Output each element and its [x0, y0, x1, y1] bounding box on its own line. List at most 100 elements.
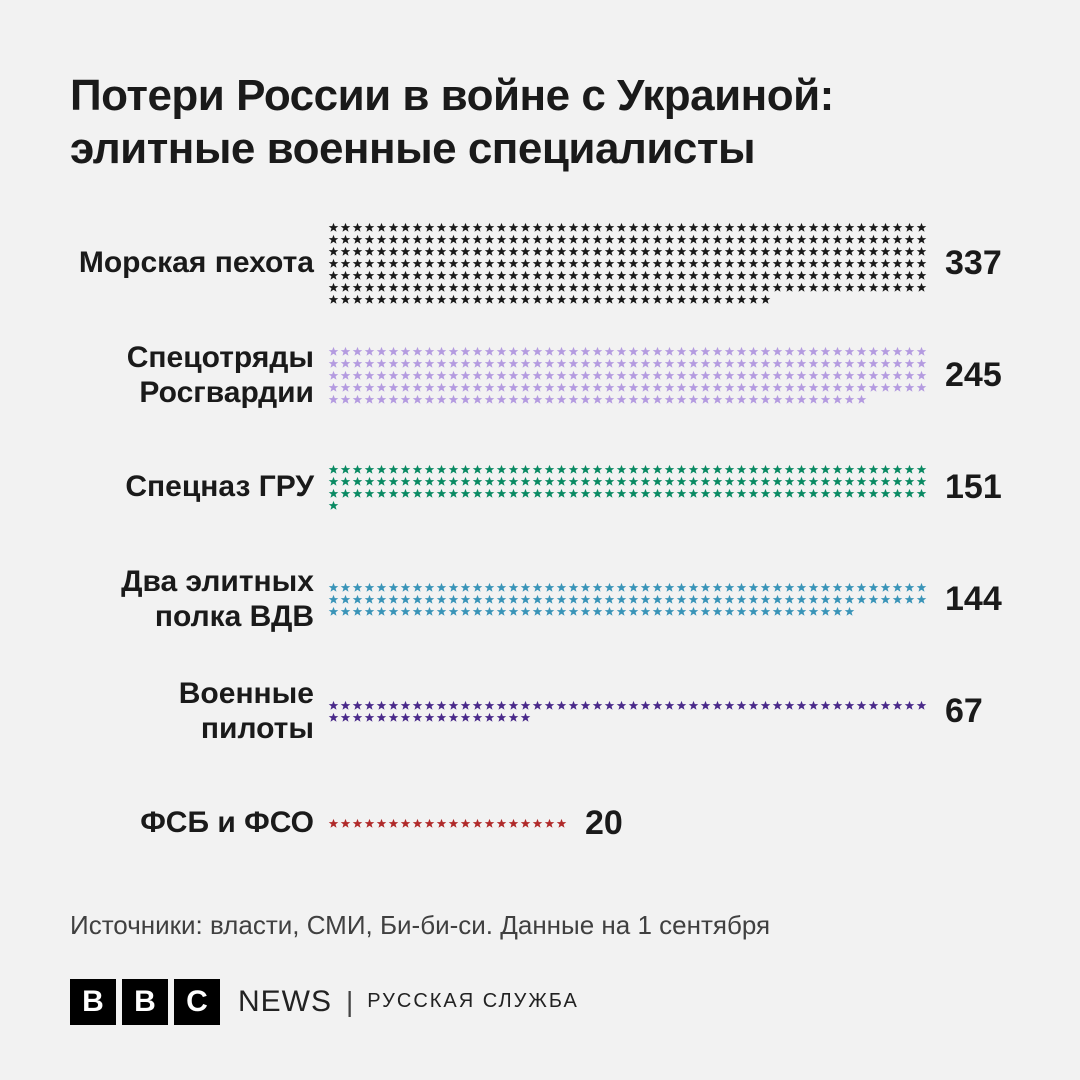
star-icon — [568, 582, 579, 593]
star-icon — [568, 294, 579, 305]
star-icon — [328, 464, 339, 475]
star-icon — [700, 270, 711, 281]
star-icon — [352, 358, 363, 369]
star-icon — [436, 394, 447, 405]
star-icon — [328, 294, 339, 305]
star-icon — [340, 234, 351, 245]
star-icon — [340, 582, 351, 593]
star-icon — [844, 234, 855, 245]
star-icon — [388, 270, 399, 281]
chart-row: Спецотряды Росгвардии245 — [70, 332, 1010, 420]
star-icon — [712, 700, 723, 711]
star-icon — [784, 370, 795, 381]
star-icon — [664, 282, 675, 293]
star-icon — [652, 222, 663, 233]
star-icon — [784, 594, 795, 605]
star-icon — [532, 234, 543, 245]
star-icon — [544, 346, 555, 357]
star-icon — [640, 246, 651, 257]
star-icon — [484, 606, 495, 617]
star-icon — [796, 370, 807, 381]
star-icon — [640, 234, 651, 245]
star-icon — [628, 282, 639, 293]
star-icon — [400, 818, 411, 829]
star-icon — [616, 370, 627, 381]
star-icon — [652, 606, 663, 617]
star-icon — [880, 382, 891, 393]
star-icon — [916, 370, 927, 381]
star-icon — [508, 476, 519, 487]
star-icon — [832, 394, 843, 405]
star-icon — [748, 246, 759, 257]
star-icon — [748, 382, 759, 393]
star-icon — [904, 222, 915, 233]
star-icon — [328, 258, 339, 269]
star-icon — [568, 358, 579, 369]
star-icon — [448, 222, 459, 233]
star-icon — [412, 606, 423, 617]
star-icon — [460, 700, 471, 711]
star-icon — [760, 370, 771, 381]
star-icon — [748, 258, 759, 269]
star-icon — [808, 246, 819, 257]
star-icon — [652, 258, 663, 269]
star-icon — [712, 370, 723, 381]
star-icon — [676, 358, 687, 369]
star-icon — [328, 488, 339, 499]
star-icon — [628, 346, 639, 357]
star-icon — [544, 606, 555, 617]
star-icon — [880, 464, 891, 475]
star-icon — [604, 370, 615, 381]
star-icon — [556, 700, 567, 711]
bbc-block: B — [122, 979, 168, 1025]
star-icon — [484, 476, 495, 487]
star-icon — [544, 818, 555, 829]
star-icon — [748, 370, 759, 381]
star-icon — [892, 222, 903, 233]
star-icon — [832, 464, 843, 475]
star-icon — [724, 382, 735, 393]
star-icon — [712, 488, 723, 499]
bbc-logo: B B C — [70, 979, 220, 1025]
star-icon — [448, 394, 459, 405]
star-icon — [352, 346, 363, 357]
star-icon — [388, 258, 399, 269]
star-icon — [568, 258, 579, 269]
star-icon — [532, 346, 543, 357]
star-icon — [892, 582, 903, 593]
star-icon — [784, 234, 795, 245]
star-icon — [724, 270, 735, 281]
star-icon — [412, 270, 423, 281]
star-icon — [340, 394, 351, 405]
star-icon — [556, 488, 567, 499]
star-icon — [508, 370, 519, 381]
star-icon — [580, 382, 591, 393]
star-icon — [328, 500, 339, 511]
star-icon — [808, 282, 819, 293]
star-icon — [904, 270, 915, 281]
star-icon — [436, 246, 447, 257]
star-icon — [556, 282, 567, 293]
star-icon — [856, 464, 867, 475]
star-icon — [832, 606, 843, 617]
star-icon — [520, 270, 531, 281]
star-icon — [412, 818, 423, 829]
star-icon — [604, 270, 615, 281]
star-icon — [532, 476, 543, 487]
star-icon — [508, 700, 519, 711]
star-icon — [484, 270, 495, 281]
star-icon — [820, 594, 831, 605]
star-icon — [460, 346, 471, 357]
star-icon — [472, 582, 483, 593]
star-icon — [724, 476, 735, 487]
star-icon — [448, 488, 459, 499]
star-icon — [892, 282, 903, 293]
star-icon — [580, 488, 591, 499]
star-icon — [388, 464, 399, 475]
star-icon — [496, 258, 507, 269]
star-icon — [844, 582, 855, 593]
star-icon — [340, 464, 351, 475]
star-icon — [364, 282, 375, 293]
star-icon — [412, 700, 423, 711]
star-icon — [364, 222, 375, 233]
